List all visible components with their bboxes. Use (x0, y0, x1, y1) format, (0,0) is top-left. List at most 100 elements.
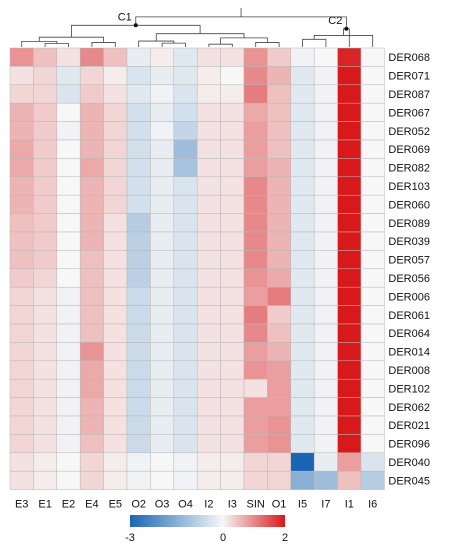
dendrogram-branch (155, 33, 245, 42)
legend-color-bar (130, 515, 285, 527)
heatmap-cell (196, 415, 221, 435)
heatmap-cell (313, 378, 338, 398)
heatmap-cell (243, 121, 268, 141)
heatmap-cell (79, 342, 104, 362)
heatmap-cell (173, 194, 198, 214)
heatmap-cell (79, 415, 104, 435)
heatmap-cell (33, 47, 58, 67)
heatmap-cell (243, 305, 268, 325)
heatmap-cell (196, 47, 221, 67)
heatmap-cell (56, 158, 81, 178)
heatmap-cell (126, 378, 151, 398)
heatmap-cell (173, 305, 198, 325)
heatmap-cell (56, 84, 81, 104)
heatmap-cell (33, 213, 58, 233)
heatmap-cell (150, 452, 175, 472)
color-legend: -3 0 2 (125, 515, 288, 544)
heatmap-cell (173, 213, 198, 233)
heatmap-cell (56, 470, 81, 490)
column-label: E5 (109, 499, 122, 511)
heatmap-cell (79, 121, 104, 141)
heatmap-cell (313, 139, 338, 159)
heatmap-cell (243, 47, 268, 67)
heatmap-cell (79, 194, 104, 214)
heatmap-cell (79, 434, 104, 454)
heatmap-cell (33, 250, 58, 270)
heatmap-cell (337, 397, 362, 417)
heatmap-cell (126, 213, 151, 233)
heatmap-cell (267, 470, 292, 490)
heatmap-cell (56, 47, 81, 67)
heatmap-cell (220, 250, 245, 270)
heatmap-cell (290, 360, 315, 380)
column-label: SIN (247, 499, 265, 511)
heatmap-cell (173, 434, 198, 454)
heatmap-cell (33, 397, 58, 417)
heatmap-grid (9, 47, 385, 490)
heatmap-cell (150, 47, 175, 67)
heatmap-cell (313, 213, 338, 233)
heatmap-cell (150, 102, 175, 122)
heatmap-cell (267, 305, 292, 325)
heatmap-cell (56, 102, 81, 122)
heatmap-cell (337, 360, 362, 380)
heatmap-cell (220, 323, 245, 343)
heatmap-cell (337, 121, 362, 141)
heatmap-cell (220, 194, 245, 214)
heatmap-cell (103, 397, 128, 417)
heatmap-cell (126, 47, 151, 67)
heatmap-cell (267, 176, 292, 196)
row-label: DER067 (388, 107, 430, 119)
heatmap-cell (196, 378, 221, 398)
heatmap-cell (196, 231, 221, 251)
heatmap-cell (103, 139, 128, 159)
heatmap-cell (103, 434, 128, 454)
heatmap-cell (290, 470, 315, 490)
heatmap-cell (313, 66, 338, 86)
cluster-node (344, 26, 349, 31)
heatmap-cell (173, 360, 198, 380)
heatmap-cell (337, 213, 362, 233)
heatmap-cell (337, 470, 362, 490)
heatmap-cell (9, 397, 34, 417)
heatmap-cell (360, 470, 385, 490)
dendrogram-branch (313, 35, 374, 47)
heatmap-cell (290, 121, 315, 141)
heatmap-cell (313, 360, 338, 380)
heatmap-cell (360, 102, 385, 122)
heatmap-cell (290, 158, 315, 178)
heatmap-cell (267, 213, 292, 233)
heatmap-cell (126, 286, 151, 306)
heatmap-cell (126, 250, 151, 270)
heatmap-cell (33, 139, 58, 159)
heatmap-cell (313, 342, 338, 362)
heatmap-cell (173, 286, 198, 306)
cluster-label: C1 (118, 11, 132, 23)
heatmap-cell (313, 194, 338, 214)
heatmap-cell (79, 102, 104, 122)
heatmap-cell (9, 121, 34, 141)
heatmap-cell (9, 47, 34, 67)
heatmap-cell (313, 231, 338, 251)
row-label: DER056 (388, 273, 430, 285)
heatmap-cell (243, 231, 268, 251)
heatmap-cell (313, 470, 338, 490)
dendrogram-branch (161, 42, 186, 47)
heatmap-cell (360, 84, 385, 104)
heatmap-cell (290, 84, 315, 104)
heatmap-cell (196, 250, 221, 270)
heatmap-cell (33, 84, 58, 104)
heatmap-cell (220, 305, 245, 325)
heatmap-cell (126, 452, 151, 472)
heatmap-cell (103, 378, 128, 398)
heatmap-cell (313, 176, 338, 196)
heatmap-cell (56, 194, 81, 214)
heatmap-cell (9, 452, 34, 472)
heatmap-cell (243, 470, 268, 490)
heatmap-cell (103, 102, 128, 122)
heatmap-cell (173, 158, 198, 178)
heatmap-cell (220, 360, 245, 380)
row-label: DER014 (388, 347, 430, 359)
heatmap-cell (103, 415, 128, 435)
heatmap-cell (79, 231, 104, 251)
